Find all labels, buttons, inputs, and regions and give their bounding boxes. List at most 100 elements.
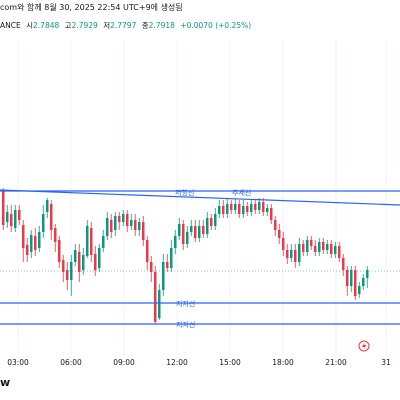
support-label-1: 지지선 xyxy=(176,299,195,308)
candle-body xyxy=(90,228,93,255)
candle-body xyxy=(254,204,257,210)
open-value: 2.7848 xyxy=(33,21,60,30)
candle-body xyxy=(246,206,249,212)
candle-body xyxy=(194,226,197,238)
candle-body xyxy=(250,204,253,212)
candle-body xyxy=(150,262,153,272)
candle-body xyxy=(66,270,69,280)
candle-body xyxy=(338,246,341,258)
candle-body xyxy=(146,240,149,262)
candle-body xyxy=(6,212,9,222)
candle-body xyxy=(114,216,117,230)
tradingview-logo: w xyxy=(0,376,11,389)
candle-body xyxy=(186,232,189,244)
candle-body xyxy=(334,246,337,254)
candle-body xyxy=(130,220,133,226)
candle-body xyxy=(94,254,97,270)
candle-body xyxy=(14,210,17,228)
time-tick-label: 03:00 xyxy=(7,358,29,367)
candle-body xyxy=(126,214,129,226)
candle-body xyxy=(174,236,177,248)
time-axis: 03:00 06:00 09:00 12:00 15:00 18:00 21:00 31 xyxy=(7,358,391,367)
exchange-fragment: ANCE xyxy=(0,21,21,30)
candle-body xyxy=(2,190,5,225)
candle-body xyxy=(258,202,261,210)
candle-body xyxy=(26,245,29,255)
candle-body xyxy=(106,218,109,236)
candle-body xyxy=(122,214,125,222)
candle-body xyxy=(262,202,265,212)
candle-body xyxy=(314,246,317,252)
candle-body xyxy=(266,208,269,212)
trendline[interactable] xyxy=(0,189,400,206)
candle-body xyxy=(242,206,245,214)
low-label: 저 xyxy=(103,21,111,30)
candle-body xyxy=(10,214,13,226)
high-label: 고 xyxy=(64,21,72,30)
candle-body xyxy=(294,250,297,262)
candle-body xyxy=(198,226,201,238)
candle-body xyxy=(366,270,369,278)
candle-body xyxy=(166,262,169,268)
candle-body xyxy=(362,278,365,286)
candle-body xyxy=(202,226,205,234)
candle-body xyxy=(158,290,161,318)
candle-body xyxy=(230,204,233,210)
candle-body xyxy=(210,218,213,226)
candle-body xyxy=(78,252,81,272)
candles xyxy=(2,188,369,324)
candle-body xyxy=(134,220,137,230)
candle-body xyxy=(306,240,309,252)
candle-body xyxy=(322,242,325,250)
candle-body xyxy=(298,244,301,262)
candle-body xyxy=(170,248,173,268)
candle-body xyxy=(70,262,73,280)
change-value: +0.0070 (+0.25%) xyxy=(180,21,252,30)
candle-body xyxy=(110,220,113,232)
candle-body xyxy=(222,206,225,214)
event-badge[interactable] xyxy=(358,340,370,352)
candle-body xyxy=(358,286,361,294)
candle-body xyxy=(178,224,181,236)
candle-body xyxy=(330,244,333,254)
candle-body xyxy=(218,206,221,214)
trendline-label: 추세선 xyxy=(232,188,251,197)
candle-body xyxy=(310,240,313,246)
candle-body xyxy=(302,244,305,252)
candle-body xyxy=(214,214,217,226)
candle-body xyxy=(354,270,357,296)
candle-body xyxy=(318,242,321,252)
candle-body xyxy=(238,204,241,214)
resistance-label: 저항선 xyxy=(175,188,194,197)
close-value: 2.7918 xyxy=(148,21,175,30)
candle-body xyxy=(270,208,273,220)
time-tick-label: 31 xyxy=(381,358,391,367)
time-tick-label: 12:00 xyxy=(166,358,188,367)
candle-body xyxy=(342,258,345,270)
caption-text: com와 함께 8월 30, 2025 22:54 UTC+9에 생성됨 xyxy=(0,3,183,12)
time-tick-label: 18:00 xyxy=(272,358,294,367)
candle-body xyxy=(74,250,77,262)
candle-body xyxy=(206,218,209,234)
candle-body xyxy=(190,226,193,232)
support-label-2: 지지선 xyxy=(176,320,195,329)
candle-body xyxy=(118,216,121,222)
candle-body xyxy=(86,226,89,256)
chart-source-caption: com와 함께 8월 30, 2025 22:54 UTC+9에 생성됨 xyxy=(0,0,400,16)
candle-body xyxy=(226,204,229,214)
candle-body xyxy=(154,272,157,322)
candle-body xyxy=(62,260,65,272)
time-tick-label: 21:00 xyxy=(325,358,347,367)
open-label: 시 xyxy=(26,21,34,30)
candle-body xyxy=(274,220,277,230)
candle-body xyxy=(42,214,45,232)
candle-body xyxy=(286,250,289,258)
candle-body xyxy=(46,200,49,212)
low-value: 2.7797 xyxy=(110,21,137,30)
ohlc-legend: ANCE 시2.7848 고2.7929 저2.7797 종2.7918 +0.… xyxy=(0,18,400,34)
candle-body xyxy=(102,236,105,248)
candle-body xyxy=(50,204,53,230)
candle-body xyxy=(182,224,185,244)
lightning-icon xyxy=(362,342,367,350)
